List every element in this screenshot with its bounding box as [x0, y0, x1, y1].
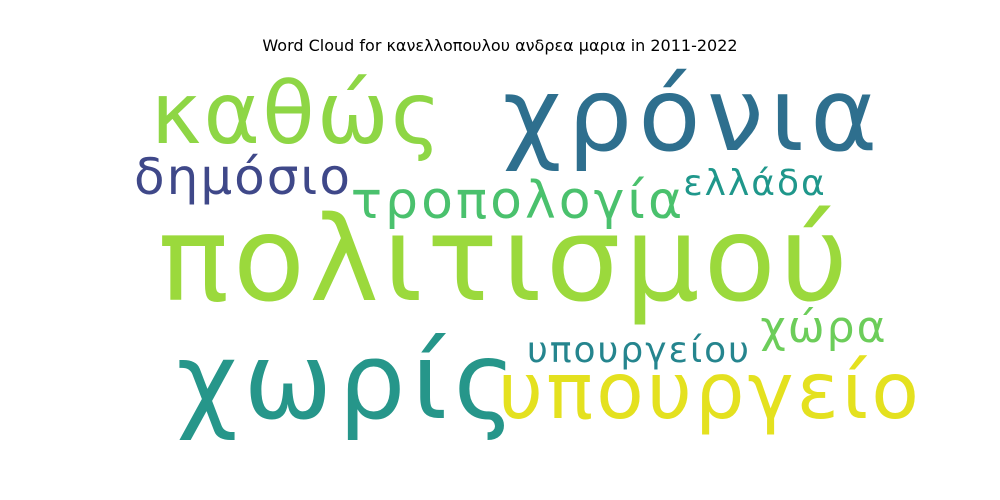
word-7: δημόσιο: [134, 148, 352, 206]
word-4: χωρίς: [176, 320, 521, 443]
word-2: χρόνια: [503, 56, 884, 175]
word-5: υπουργείο: [498, 347, 922, 437]
word-3: καθώς: [151, 64, 443, 164]
word-10: ελλάδα: [683, 163, 827, 204]
word-9: χώρα: [760, 302, 887, 353]
word-6: τροπολογία: [351, 171, 685, 231]
word-1: πολιτισμού: [158, 190, 852, 328]
chart-title: Word Cloud for κανελλοπουλου ανδρεα μαρι…: [262, 36, 738, 55]
word-8: υπουργείου: [527, 330, 751, 371]
